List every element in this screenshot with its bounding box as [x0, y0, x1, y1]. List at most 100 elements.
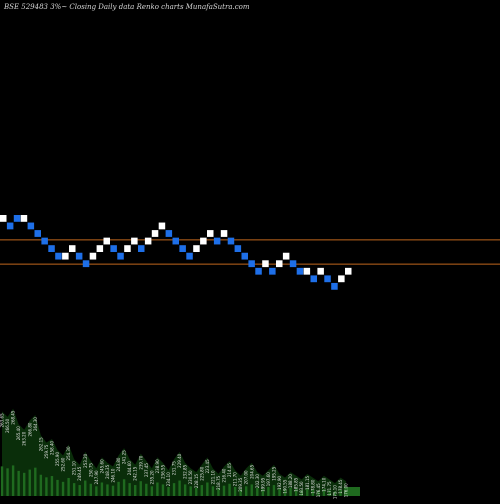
volume-price-label: 249.45 — [77, 466, 82, 480]
volume-bar — [222, 485, 226, 496]
volume-bar — [278, 488, 281, 496]
volume-bar — [106, 484, 109, 496]
volume-price-label: 254.30 — [66, 446, 71, 460]
renko-brick-down — [324, 275, 331, 283]
volume-bar — [23, 472, 26, 496]
volume-price-label: 243.80 — [116, 457, 121, 471]
volume-price-label: 248.35 — [105, 464, 110, 478]
volume-bar — [17, 470, 20, 496]
volume-bar — [267, 486, 270, 496]
renko-brick-down — [75, 252, 83, 260]
volume-price-label: 259.75 — [44, 444, 49, 458]
volume-price-label: 228.15 — [194, 474, 199, 488]
renko-brick-down — [82, 260, 90, 268]
volume-bar — [306, 488, 309, 496]
volume-price-label: 246.10 — [111, 468, 116, 482]
volume-bar — [0, 466, 4, 496]
volume-price-label: 188.20 — [288, 474, 293, 488]
volume-bar — [183, 484, 187, 496]
volume-bar — [172, 483, 176, 496]
volume-bar — [178, 480, 181, 496]
volume-bar — [294, 488, 298, 496]
volume-price-label: 183.50 — [299, 481, 304, 495]
volume-bar — [261, 488, 265, 496]
volume-bar — [128, 483, 131, 496]
renko-brick-down — [269, 267, 276, 275]
volume-price-label: 214.05 — [227, 463, 232, 477]
renko-brick-down — [186, 252, 193, 260]
volume-price-label: 263.65 — [0, 413, 5, 427]
renko-brick-down — [165, 230, 173, 237]
renko-brick-down — [331, 282, 338, 290]
renko-brick-up — [69, 245, 76, 252]
volume-bar — [117, 481, 120, 496]
volume-price-label: 202.30 — [255, 474, 260, 488]
volume-bar — [283, 489, 287, 496]
volume-price-label: 250.75 — [88, 463, 93, 477]
volume-price-label: 230.50 — [188, 470, 193, 484]
volume-bar — [217, 488, 220, 496]
volume-price-label: 221.10 — [210, 470, 215, 484]
volume-bar — [156, 482, 159, 496]
volume-bar — [200, 485, 203, 496]
renko-brick-down — [13, 215, 21, 222]
volume-price-label: 231.75 — [172, 461, 177, 475]
volume-bar — [289, 487, 292, 496]
volume-bar — [245, 486, 248, 496]
renko-brick-down — [138, 245, 145, 252]
volume-price-label: 176.45 — [316, 483, 321, 497]
renko-brick-down — [172, 237, 179, 245]
volume-bar — [195, 487, 198, 496]
volume-bar — [233, 486, 237, 496]
renko-brick-up — [103, 237, 110, 245]
volume-bar — [167, 486, 170, 496]
volume-bar — [72, 483, 76, 496]
volume-price-label: 262.15 — [38, 437, 43, 451]
volume-area — [2, 408, 347, 496]
volume-bar — [150, 486, 154, 496]
volume-price-label: 237.45 — [144, 463, 149, 477]
renko-brick-up — [317, 267, 324, 275]
volume-price-label: 207.00 — [244, 470, 249, 484]
volume-price-label: 197.60 — [266, 472, 271, 486]
renko-brick-down — [248, 260, 255, 268]
volume-bar — [206, 482, 209, 496]
volume-price-label: 235.20 — [149, 470, 154, 484]
volume-bar — [6, 468, 9, 496]
volume-bar — [272, 485, 276, 496]
volume-bar — [145, 483, 148, 496]
volume-bar — [84, 480, 87, 496]
volume-bar — [139, 481, 142, 496]
volume-bar — [67, 477, 70, 496]
renko-brick-down — [213, 237, 221, 245]
volume-price-label: 247.90 — [94, 470, 99, 484]
renko-brick-up — [338, 275, 345, 283]
volume-price-label: 268.45 — [11, 410, 16, 424]
volume-price-label: 253.20 — [83, 453, 88, 467]
volume-bar — [50, 476, 54, 496]
renko-brick-down — [34, 230, 41, 237]
volume-price-label: 192.90 — [277, 475, 282, 489]
volume-price-label: 178.45 — [338, 479, 343, 493]
volume-bar — [122, 479, 126, 496]
volume-price-label: 178.80 — [310, 479, 315, 493]
volume-bar — [111, 485, 115, 496]
volume-price-label: 218.75 — [216, 475, 221, 489]
renko-brick-up — [151, 230, 159, 237]
renko-brick-up — [276, 260, 283, 268]
renko-brick-up — [158, 222, 166, 230]
volume-price-label: 258.40 — [49, 441, 54, 455]
volume-bar — [78, 485, 81, 496]
volume-bar — [339, 489, 342, 496]
volume-bar — [239, 488, 242, 496]
renko-brick-up — [144, 237, 152, 245]
volume-bar — [189, 486, 192, 496]
renko-brick-up — [62, 252, 69, 260]
volume-price-label: 181.15 — [305, 475, 310, 489]
renko-brick-up — [262, 260, 269, 268]
volume-bar-latest — [344, 487, 360, 496]
renko-brick-up — [282, 252, 290, 260]
volume-bar — [250, 484, 253, 496]
